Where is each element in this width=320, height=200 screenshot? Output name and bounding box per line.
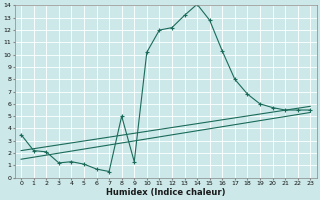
X-axis label: Humidex (Indice chaleur): Humidex (Indice chaleur) bbox=[106, 188, 225, 197]
